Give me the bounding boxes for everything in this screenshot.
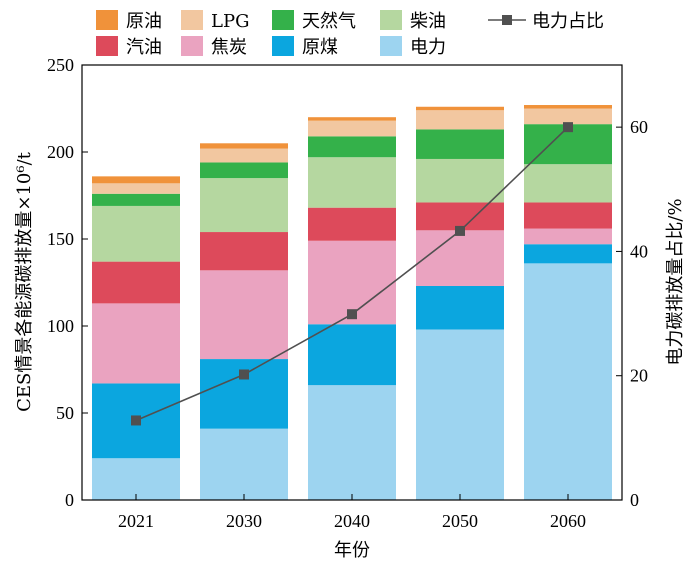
y2-axis-title: 电力碳排放量占比/% [665, 198, 686, 365]
x-tick-label: 2021 [118, 511, 154, 531]
share-point-2021 [131, 415, 141, 426]
bar-2050-series-3 [416, 202, 504, 231]
bar-2040-series-7 [308, 117, 396, 121]
bar-2030-series-7 [200, 143, 288, 149]
legend-label: 原油 [126, 11, 162, 32]
bar-2030-series-3 [200, 232, 288, 271]
bar-2050-series-0 [416, 329, 504, 500]
bar-2030-series-2 [200, 270, 288, 360]
legend-swatch [181, 10, 203, 30]
legend-label: 原煤 [302, 37, 338, 58]
legend-label: LPG [211, 11, 249, 32]
share-line-group [131, 122, 573, 426]
bar-2040-series-4 [308, 157, 396, 208]
bar-2060-series-4 [524, 164, 612, 203]
bar-2050-series-6 [416, 110, 504, 130]
bar-2050-series-2 [416, 230, 504, 286]
legend-swatch [380, 10, 402, 30]
y-tick-label: 200 [47, 142, 74, 162]
legend-swatch [272, 10, 294, 30]
legend-label: 电力占比 [532, 11, 604, 32]
share-point-2050 [455, 225, 465, 236]
y-tick-label: 250 [47, 55, 74, 75]
legend-swatch [272, 36, 294, 56]
bar-2050-series-4 [416, 158, 504, 203]
y2-tick-label: 0 [630, 490, 639, 510]
legend-line-marker [502, 15, 512, 25]
share-point-2030 [239, 369, 249, 380]
bar-2021-series-5 [92, 193, 180, 206]
legend-label: 焦炭 [211, 37, 247, 58]
bar-2021-series-3 [92, 261, 180, 304]
bar-2021-series-7 [92, 176, 180, 184]
legend-swatch [96, 36, 118, 56]
legend-swatch [181, 36, 203, 56]
bar-2060-series-3 [524, 202, 612, 229]
legend-swatch [380, 36, 402, 56]
bar-2030-series-0 [200, 428, 288, 500]
x-axis-title: 年份 [334, 540, 370, 561]
legend-swatch [96, 10, 118, 30]
y-tick-label: 50 [56, 403, 74, 423]
bar-2060-series-7 [524, 105, 612, 109]
bar-2060-series-1 [524, 244, 612, 264]
bar-series-group [92, 105, 612, 500]
share-point-2040 [347, 309, 357, 320]
bar-2040-series-5 [308, 136, 396, 158]
legend-label: 汽油 [126, 37, 162, 58]
bar-2021-series-4 [92, 205, 180, 262]
legend-label: 天然气 [302, 11, 356, 32]
legend-label: 柴油 [410, 11, 446, 32]
y2-tick-label: 60 [630, 117, 648, 137]
x-tick-label: 2060 [550, 511, 586, 531]
y-axis-title: CES情景各能源碳排放量×10⁶/t [14, 151, 35, 412]
bar-2021-series-2 [92, 303, 180, 384]
legend-label: 电力 [410, 37, 446, 58]
bar-2021-series-6 [92, 183, 180, 194]
bar-2050-series-7 [416, 106, 504, 111]
x-tick-label: 2050 [442, 511, 478, 531]
y2-tick-label: 40 [630, 241, 648, 261]
bar-2050-series-1 [416, 285, 504, 330]
y2-tick-label: 20 [630, 366, 648, 386]
bar-2040-series-6 [308, 120, 396, 137]
x-tick-label: 2030 [226, 511, 262, 531]
y-tick-label: 150 [47, 229, 74, 249]
y-tick-label: 100 [47, 316, 74, 336]
bar-2060-series-0 [524, 263, 612, 500]
x-tick-label: 2040 [334, 511, 370, 531]
bar-2021-series-0 [92, 458, 180, 500]
bar-2040-series-0 [308, 385, 396, 500]
bar-2050-series-5 [416, 129, 504, 159]
bar-2030-series-4 [200, 178, 288, 233]
share-point-2060 [563, 122, 573, 133]
bar-2060-series-2 [524, 228, 612, 245]
bar-2030-series-6 [200, 148, 288, 163]
y-tick-label: 0 [65, 490, 74, 510]
bar-2030-series-5 [200, 162, 288, 179]
bar-2060-series-6 [524, 108, 612, 125]
bar-2040-series-1 [308, 324, 396, 386]
bar-2040-series-3 [308, 207, 396, 241]
